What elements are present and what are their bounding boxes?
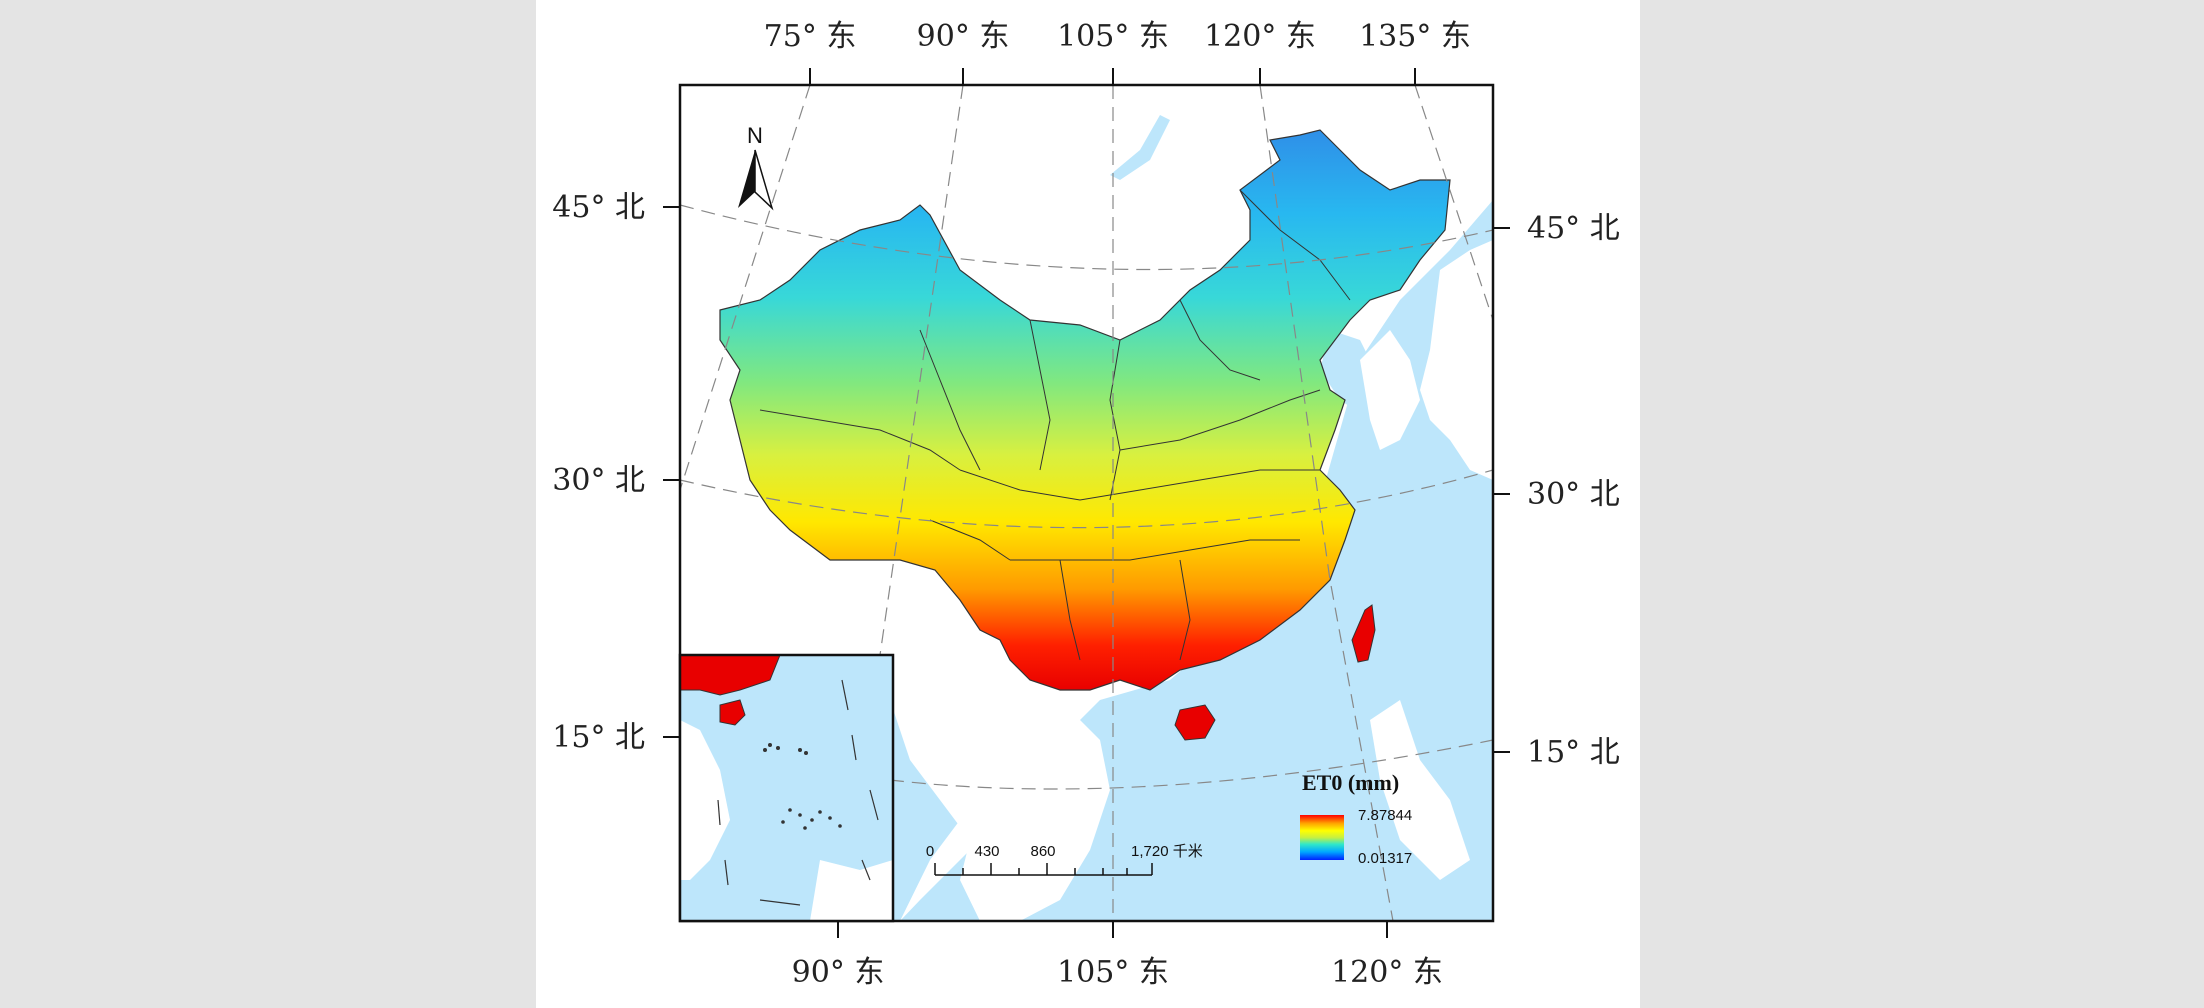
inset-frame <box>678 653 895 923</box>
scale-label: 860 <box>1030 843 1055 860</box>
right-lat-label: 30° 北 <box>1527 477 1620 512</box>
left-lat-label: 30° 北 <box>552 463 645 498</box>
legend-min-label: 0.01317 <box>1358 850 1412 867</box>
china-et0-raster <box>719 129 1451 691</box>
left-lat-label: 45° 北 <box>552 190 645 225</box>
top-lon-label: 90° 东 <box>917 19 1010 54</box>
south-china-sea-inset <box>678 653 895 923</box>
scale-label: 430 <box>974 843 999 860</box>
top-lon-label: 105° 东 <box>1057 19 1169 54</box>
axis-ticks <box>663 68 1510 938</box>
right-latitude-labels: 45° 北 30° 北 15° 北 <box>1527 211 1620 770</box>
taiwan-island <box>1351 604 1376 663</box>
korea-land <box>1360 330 1420 450</box>
left-lat-label: 15° 北 <box>552 720 645 755</box>
baikal-lake <box>1110 115 1170 180</box>
sea-yellow <box>1320 330 1380 420</box>
left-latitude-labels: 45° 北 30° 北 15° 北 <box>552 190 645 755</box>
inset-indochina <box>680 720 730 880</box>
scale-label: 0 <box>926 843 934 860</box>
scale-bar-labels: 0 430 860 1,720 千米 <box>926 843 1203 860</box>
legend-max-label: 7.87844 <box>1358 807 1412 824</box>
legend-title: ET0 (mm) <box>1302 770 1399 795</box>
top-lon-label: 75° 东 <box>764 19 857 54</box>
north-arrow-label: N <box>747 123 763 148</box>
top-longitude-labels: 75° 东 90° 东 105° 东 120° 东 135° 东 <box>764 19 1471 54</box>
scale-label: 1,720 千米 <box>1131 843 1203 860</box>
inset-nine-dash-line <box>717 679 879 906</box>
right-lat-label: 45° 北 <box>1527 211 1620 246</box>
scale-bar-line <box>934 863 1153 876</box>
inset-mainland-coast <box>680 655 781 696</box>
sea-east <box>900 200 1493 921</box>
right-lat-label: 15° 北 <box>1527 735 1620 770</box>
philippines-land <box>1370 700 1470 880</box>
bottom-lon-label: 105° 东 <box>1057 955 1169 990</box>
inset-borneo <box>810 860 893 921</box>
north-arrow-icon-half <box>754 149 774 211</box>
north-arrow: N <box>738 123 774 211</box>
japan-land <box>1420 240 1493 480</box>
bottom-lon-label: 90° 东 <box>792 955 885 990</box>
inset-islands <box>763 743 842 830</box>
graticule <box>680 85 1493 921</box>
province-boundaries <box>759 189 1351 661</box>
top-lon-label: 135° 东 <box>1359 19 1471 54</box>
indochina-land <box>890 620 1110 921</box>
top-lon-label: 120° 东 <box>1204 19 1316 54</box>
main-map-frame <box>678 83 1495 923</box>
legend: ET0 (mm) 7.87844 0.01317 <box>1300 770 1412 867</box>
bottom-lon-label: 120° 东 <box>1331 955 1443 990</box>
north-arrow-icon <box>738 150 755 208</box>
legend-color-ramp <box>1300 815 1344 860</box>
inset-hainan <box>719 699 746 726</box>
main-map <box>680 85 1493 921</box>
bottom-longitude-labels: 90° 东 105° 东 120° 东 <box>792 955 1443 990</box>
scale-bar: 0 430 860 1,720 千米 <box>926 843 1203 876</box>
hainan-island <box>1174 704 1216 741</box>
